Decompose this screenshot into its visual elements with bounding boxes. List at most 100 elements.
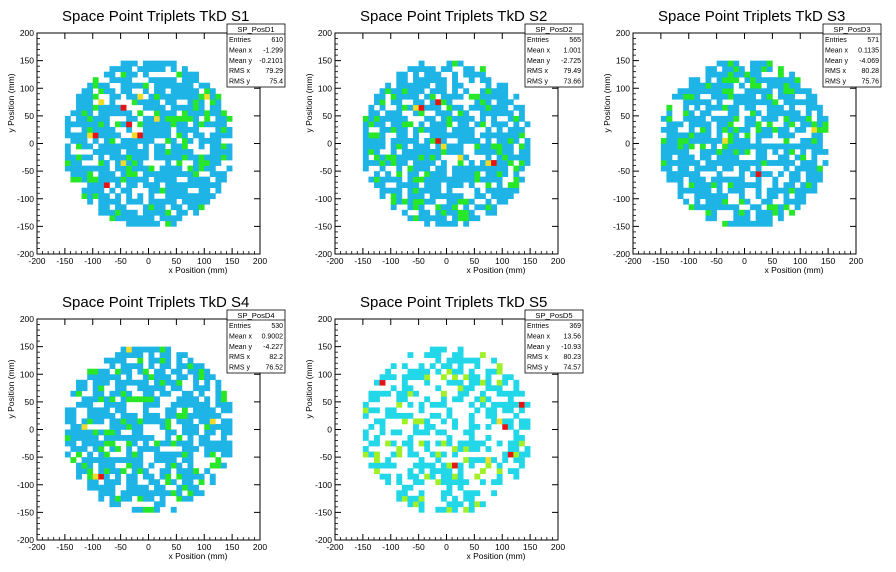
bin (193, 77, 199, 84)
bin (705, 121, 712, 128)
bin (165, 462, 172, 469)
bin (142, 506, 149, 513)
bin (379, 137, 386, 144)
bin (811, 126, 818, 133)
bin (683, 171, 690, 177)
bin (98, 473, 105, 480)
bin (446, 363, 453, 370)
bin (176, 160, 183, 166)
bin (418, 60, 425, 67)
bin (390, 143, 397, 150)
bin (457, 215, 464, 222)
bin (92, 484, 99, 491)
bin (524, 143, 531, 150)
bin (738, 149, 745, 155)
bin (429, 149, 436, 155)
bin (777, 209, 784, 216)
bin (766, 160, 773, 166)
bin (181, 77, 188, 84)
bin (407, 82, 414, 89)
bin (401, 484, 408, 491)
bin (401, 71, 408, 78)
bin (694, 193, 701, 200)
bin (705, 193, 712, 200)
bin (159, 495, 166, 502)
bin (518, 435, 525, 441)
bin (170, 93, 177, 100)
bin (811, 121, 818, 128)
bin (722, 143, 729, 150)
bin (777, 82, 784, 89)
bin (87, 368, 94, 375)
bin (424, 440, 431, 447)
bin (446, 468, 453, 475)
bin (159, 115, 166, 122)
bin (70, 121, 77, 128)
bin (87, 126, 94, 133)
bin (81, 446, 88, 452)
bin (722, 77, 729, 84)
bin (816, 143, 823, 150)
bin (468, 165, 475, 172)
bin (457, 115, 464, 122)
bin (761, 171, 768, 177)
y-tick-label: 50 (621, 111, 631, 121)
bin (215, 176, 222, 183)
bin (766, 171, 773, 177)
bin (170, 154, 177, 161)
bin (115, 479, 121, 486)
bin (362, 160, 369, 166)
bin (187, 71, 194, 78)
bin (137, 429, 144, 436)
stats-label: Entries (229, 37, 251, 44)
bin (209, 412, 216, 419)
bin (474, 374, 481, 381)
bin (705, 209, 712, 216)
stats-value: -1.299 (263, 47, 283, 54)
bin (761, 154, 768, 161)
bin (699, 99, 706, 106)
bin (755, 209, 762, 216)
bin (165, 165, 172, 172)
bin (215, 115, 222, 122)
x-tick-label: 0 (146, 256, 151, 266)
bin (374, 93, 380, 100)
y-tick-label: -150 (315, 507, 332, 517)
bin (126, 171, 133, 177)
bin (496, 418, 503, 425)
bin (220, 451, 227, 458)
bin (677, 132, 684, 139)
bin (496, 462, 503, 469)
bin (424, 165, 431, 172)
bin (165, 352, 172, 358)
bin (440, 215, 447, 222)
bin (407, 352, 414, 358)
bin (446, 176, 453, 183)
bin (424, 171, 431, 177)
stats-value: 76.52 (265, 365, 283, 372)
bin (148, 104, 155, 111)
bin (159, 209, 166, 216)
bin (733, 220, 740, 227)
bin (424, 176, 431, 183)
bin (744, 77, 751, 84)
bin (474, 501, 481, 508)
bin (805, 165, 812, 172)
bin (816, 149, 823, 155)
bin (474, 379, 481, 386)
bin (694, 115, 701, 122)
bin (193, 368, 199, 375)
bin (491, 204, 497, 211)
bin (120, 104, 127, 111)
bin (81, 104, 88, 111)
bin (401, 379, 408, 386)
stats-label: Mean x (527, 333, 550, 340)
stats-label: Mean y (527, 344, 550, 351)
bin (429, 187, 436, 194)
bin (187, 182, 194, 189)
bin (761, 93, 768, 100)
bin (744, 182, 751, 189)
bin (688, 93, 695, 100)
bin (485, 99, 492, 106)
bin (76, 121, 82, 128)
